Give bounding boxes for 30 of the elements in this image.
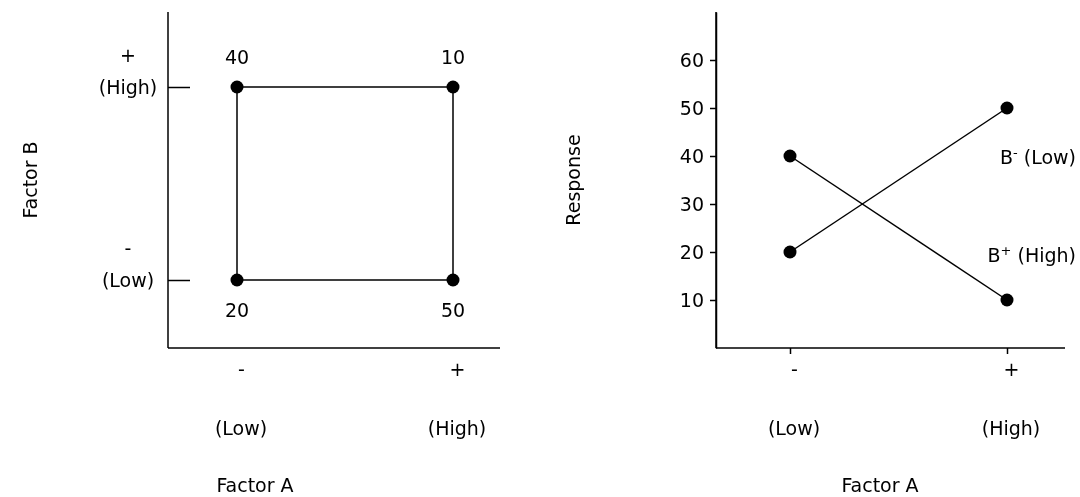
y-tick-label: 40 (679, 144, 704, 167)
data-label: 10 (440, 46, 466, 68)
text: (High) (981, 417, 1041, 439)
data-label: 40 (224, 46, 250, 68)
annotation: (High) (98, 76, 158, 98)
annotation: (Low) (101, 269, 155, 291)
y-axis-title: Factor B (19, 141, 41, 219)
y-tick-label: 30 (679, 192, 704, 215)
y-tick-label: 20 (679, 240, 704, 263)
text: (Low) (767, 417, 821, 439)
y-tick-label: 50 (679, 96, 704, 119)
x-tick-label: - (791, 358, 798, 381)
x-axis-title: Factor A (841, 474, 919, 496)
y-axis-title: Response (562, 134, 584, 226)
y-tick-label: 60 (679, 48, 704, 71)
x-tick-label: + (449, 358, 466, 381)
point (783, 245, 797, 259)
text: (Low) (214, 417, 268, 439)
series-label: B$^{-}$ (Low) (999, 144, 1076, 168)
data-label: 20 (224, 299, 250, 321)
text: (High) (427, 417, 487, 439)
point (783, 149, 797, 163)
point (1000, 101, 1014, 115)
data-label: 50 (440, 299, 466, 321)
x-tick-label: - (238, 358, 245, 381)
point (1000, 293, 1014, 307)
y-tick-label: 10 (679, 288, 704, 311)
series-label: B$^{+}$ (High) (987, 242, 1076, 266)
x-axis-title: Factor A (216, 474, 294, 496)
x-tick-label: + (1003, 358, 1020, 381)
